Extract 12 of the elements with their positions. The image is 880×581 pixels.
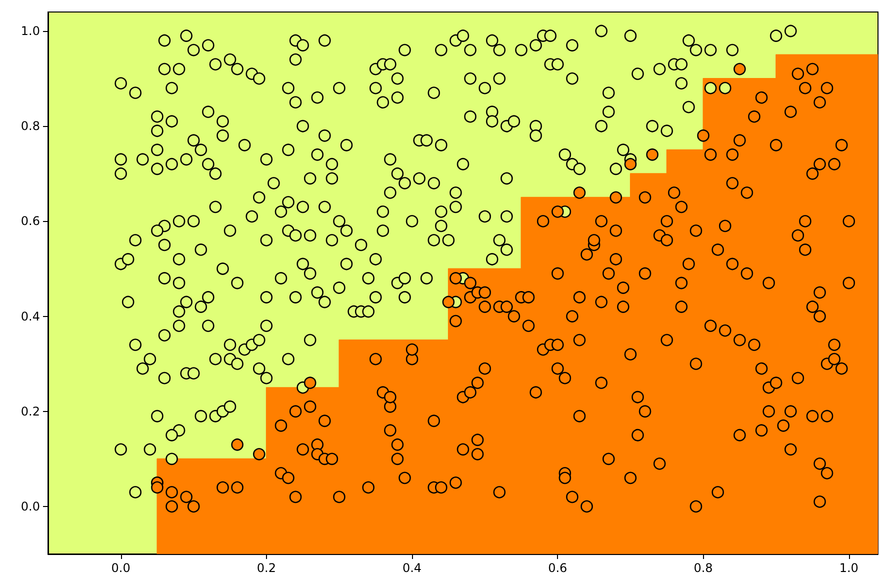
x-tick-label: 1.0 — [839, 561, 858, 575]
x-tick-label: 0.4 — [402, 561, 422, 575]
y-tick-label: 0.6 — [20, 214, 40, 228]
y-tick-label: 0.4 — [20, 309, 40, 324]
x-tick-label: 0.6 — [548, 561, 568, 575]
y-tick-label: 0.0 — [20, 499, 40, 514]
y-tick-label: 0.2 — [20, 404, 40, 418]
y-tick-label: 0.8 — [20, 119, 40, 134]
x-tick-label: 0.2 — [256, 561, 276, 575]
y-tick-label: 1.0 — [20, 24, 40, 38]
x-tick-label: 0.0 — [111, 561, 130, 575]
x-tick-label: 0.8 — [694, 561, 713, 575]
